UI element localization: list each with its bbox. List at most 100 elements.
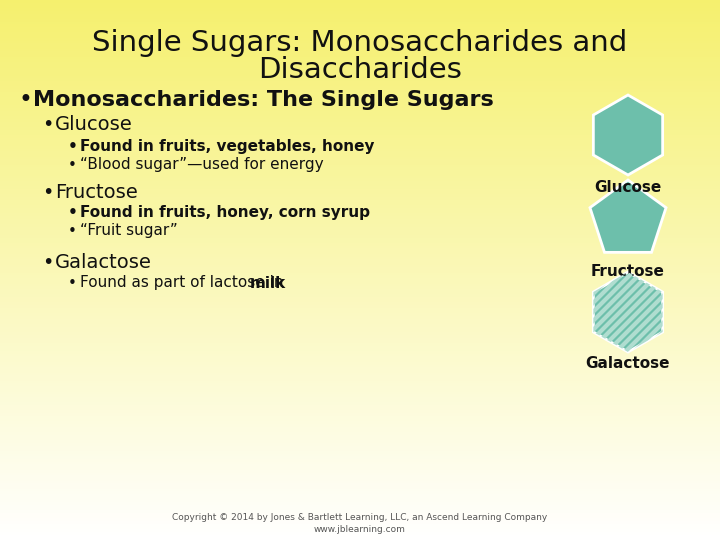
Bar bbox=[0, 389, 720, 392]
Bar bbox=[0, 192, 720, 194]
Bar bbox=[0, 451, 720, 454]
Bar bbox=[0, 435, 720, 437]
Bar bbox=[0, 8, 720, 11]
Bar bbox=[0, 448, 720, 451]
Bar bbox=[0, 338, 720, 340]
Text: •: • bbox=[68, 206, 78, 220]
Text: Glucose: Glucose bbox=[595, 179, 662, 194]
Bar bbox=[0, 340, 720, 343]
Bar bbox=[0, 265, 720, 267]
Bar bbox=[0, 478, 720, 481]
Text: Found as part of lactose in: Found as part of lactose in bbox=[80, 275, 289, 291]
Text: Galactose: Galactose bbox=[55, 253, 152, 272]
Bar bbox=[0, 49, 720, 51]
Bar bbox=[0, 475, 720, 478]
Bar bbox=[0, 518, 720, 521]
Bar bbox=[0, 221, 720, 224]
Bar bbox=[0, 524, 720, 526]
Bar bbox=[0, 537, 720, 540]
Bar bbox=[0, 332, 720, 335]
Bar bbox=[0, 167, 720, 170]
Text: Fructose: Fructose bbox=[591, 265, 665, 280]
Bar bbox=[0, 259, 720, 262]
Text: Copyright © 2014 by Jones & Bartlett Learning, LLC, an Ascend Learning Company: Copyright © 2014 by Jones & Bartlett Lea… bbox=[172, 514, 548, 523]
Bar bbox=[0, 116, 720, 119]
Bar bbox=[0, 294, 720, 297]
Bar bbox=[0, 173, 720, 176]
Bar bbox=[0, 14, 720, 16]
Bar bbox=[0, 97, 720, 100]
Bar bbox=[0, 219, 720, 221]
Bar bbox=[0, 176, 720, 178]
Bar bbox=[0, 19, 720, 22]
Bar bbox=[0, 510, 720, 513]
Bar bbox=[0, 208, 720, 211]
Bar bbox=[0, 319, 720, 321]
Text: “Fruit sugar”: “Fruit sugar” bbox=[80, 224, 178, 239]
Bar bbox=[0, 375, 720, 378]
Bar bbox=[0, 440, 720, 443]
Bar bbox=[0, 505, 720, 508]
Bar bbox=[0, 135, 720, 138]
Bar bbox=[0, 370, 720, 373]
Bar bbox=[0, 189, 720, 192]
Bar bbox=[0, 235, 720, 238]
Bar bbox=[0, 297, 720, 300]
Bar bbox=[0, 418, 720, 421]
Bar bbox=[0, 0, 720, 3]
Bar bbox=[0, 81, 720, 84]
Bar bbox=[0, 497, 720, 500]
Bar bbox=[0, 321, 720, 324]
Bar bbox=[0, 284, 720, 286]
Bar bbox=[0, 362, 720, 364]
Bar bbox=[0, 413, 720, 416]
Bar bbox=[0, 224, 720, 227]
Text: milk: milk bbox=[249, 275, 286, 291]
Bar bbox=[0, 281, 720, 284]
Bar bbox=[0, 246, 720, 248]
Bar bbox=[0, 427, 720, 429]
Bar bbox=[0, 65, 720, 68]
Bar bbox=[0, 30, 720, 32]
Bar bbox=[0, 278, 720, 281]
Bar bbox=[0, 92, 720, 94]
Bar bbox=[0, 308, 720, 310]
Bar bbox=[0, 46, 720, 49]
Bar bbox=[0, 5, 720, 8]
Bar bbox=[0, 262, 720, 265]
Bar bbox=[0, 491, 720, 494]
Bar bbox=[0, 146, 720, 148]
Text: Single Sugars: Monosaccharides and: Single Sugars: Monosaccharides and bbox=[92, 29, 628, 57]
Bar bbox=[0, 437, 720, 440]
Bar bbox=[0, 24, 720, 27]
Bar bbox=[0, 251, 720, 254]
Bar bbox=[0, 254, 720, 256]
Bar bbox=[0, 329, 720, 332]
Bar bbox=[0, 286, 720, 289]
Bar bbox=[0, 27, 720, 30]
Bar bbox=[0, 508, 720, 510]
Bar bbox=[0, 289, 720, 292]
Bar bbox=[0, 194, 720, 197]
Bar bbox=[0, 429, 720, 432]
Bar bbox=[0, 313, 720, 316]
Bar bbox=[0, 184, 720, 186]
Bar bbox=[0, 359, 720, 362]
Bar bbox=[0, 111, 720, 113]
Bar bbox=[0, 84, 720, 86]
Bar bbox=[0, 100, 720, 103]
Bar bbox=[0, 32, 720, 35]
Text: •: • bbox=[68, 275, 77, 291]
Bar bbox=[0, 529, 720, 532]
Bar bbox=[0, 373, 720, 375]
Bar bbox=[0, 89, 720, 92]
Bar bbox=[0, 238, 720, 240]
Bar bbox=[0, 446, 720, 448]
Bar bbox=[0, 38, 720, 40]
Bar bbox=[0, 500, 720, 502]
Bar bbox=[0, 416, 720, 418]
Bar bbox=[0, 354, 720, 356]
Bar bbox=[0, 386, 720, 389]
Polygon shape bbox=[593, 272, 662, 352]
Bar bbox=[0, 197, 720, 200]
